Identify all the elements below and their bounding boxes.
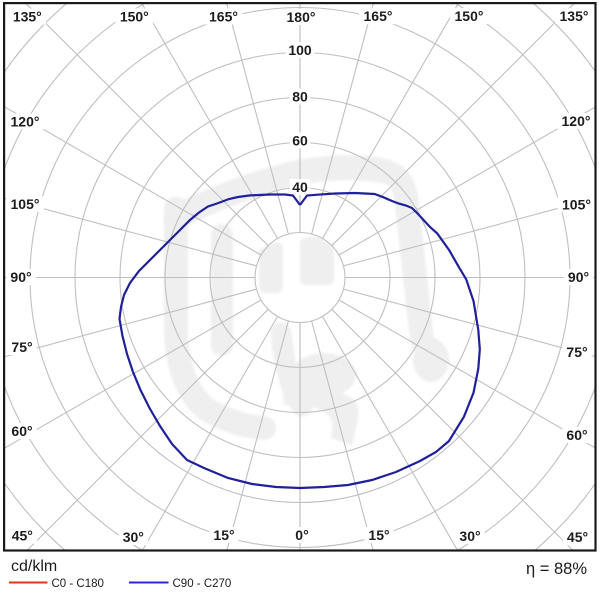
svg-text:60°: 60° — [566, 427, 587, 443]
svg-text:165°: 165° — [364, 8, 393, 24]
svg-text:180°: 180° — [287, 9, 316, 25]
svg-text:40: 40 — [292, 179, 308, 195]
svg-text:150°: 150° — [455, 8, 484, 24]
svg-text:30°: 30° — [459, 528, 480, 544]
svg-text:cd/klm: cd/klm — [11, 558, 57, 575]
svg-text:η = 88%: η = 88% — [526, 560, 587, 578]
svg-text:60°: 60° — [11, 423, 32, 439]
svg-text:90°: 90° — [568, 269, 589, 285]
svg-text:150°: 150° — [120, 8, 149, 24]
svg-text:75°: 75° — [566, 344, 587, 360]
svg-text:15°: 15° — [213, 527, 234, 543]
svg-text:165°: 165° — [209, 8, 238, 24]
svg-text:0°: 0° — [295, 527, 308, 543]
svg-text:120°: 120° — [562, 113, 591, 129]
svg-text:80: 80 — [292, 88, 308, 104]
svg-text:30°: 30° — [123, 529, 144, 545]
svg-text:C0 - C180: C0 - C180 — [52, 578, 104, 590]
svg-text:100: 100 — [288, 42, 312, 58]
svg-text:C90 - C270: C90 - C270 — [173, 578, 232, 590]
svg-text:90°: 90° — [10, 269, 31, 285]
svg-text:75°: 75° — [11, 339, 32, 355]
svg-text:120°: 120° — [11, 113, 40, 129]
svg-text:60: 60 — [292, 132, 308, 148]
svg-text:105°: 105° — [11, 196, 40, 212]
svg-text:135°: 135° — [560, 8, 589, 24]
svg-text:45°: 45° — [567, 529, 588, 545]
svg-text:45°: 45° — [12, 528, 33, 544]
svg-text:15°: 15° — [368, 527, 389, 543]
svg-text:105°: 105° — [562, 196, 591, 212]
svg-text:135°: 135° — [13, 8, 42, 24]
